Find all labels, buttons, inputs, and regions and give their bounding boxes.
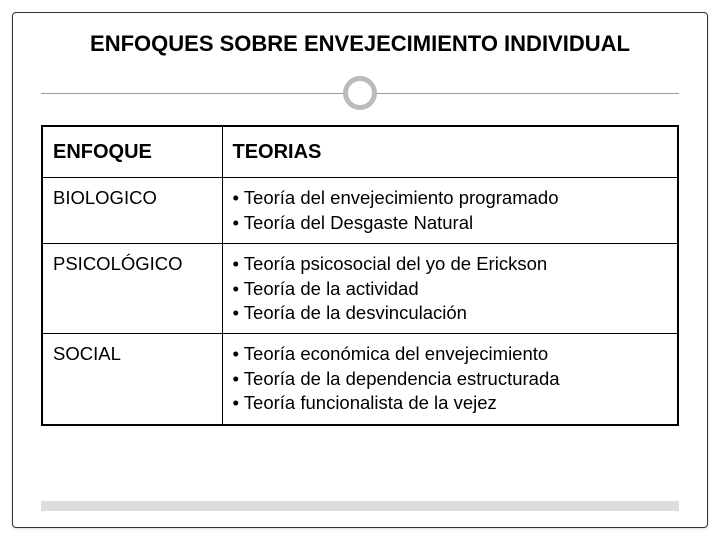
column-header-enfoque: ENFOQUE <box>42 126 222 178</box>
cell-enfoque: PSICOLÓGICO <box>42 244 222 334</box>
table-row: SOCIAL Teoría económica del envejecimien… <box>42 334 678 425</box>
list-item: Teoría del Desgaste Natural <box>233 211 668 235</box>
cell-enfoque: BIOLOGICO <box>42 178 222 244</box>
slide-frame: ENFOQUES SOBRE ENVEJECIMIENTO INDIVIDUAL… <box>12 12 708 528</box>
list-item: Teoría de la desvinculación <box>233 301 668 325</box>
bullet-list: Teoría psicosocial del yo de Erickson Te… <box>233 252 668 325</box>
divider-circle-icon <box>343 76 377 110</box>
bullet-list: Teoría económica del envejecimiento Teor… <box>233 342 668 415</box>
cell-teorias: Teoría del envejecimiento programado Teo… <box>222 178 678 244</box>
cell-enfoque: SOCIAL <box>42 334 222 425</box>
list-item: Teoría de la actividad <box>233 277 668 301</box>
list-item: Teoría del envejecimiento programado <box>233 186 668 210</box>
table-header-row: ENFOQUE TEORIAS <box>42 126 678 178</box>
list-item: Teoría de la dependencia estructurada <box>233 367 668 391</box>
cell-teorias: Teoría psicosocial del yo de Erickson Te… <box>222 244 678 334</box>
table-row: PSICOLÓGICO Teoría psicosocial del yo de… <box>42 244 678 334</box>
slide-title: ENFOQUES SOBRE ENVEJECIMIENTO INDIVIDUAL <box>41 31 679 57</box>
cell-teorias: Teoría económica del envejecimiento Teor… <box>222 334 678 425</box>
title-divider <box>41 75 679 111</box>
list-item: Teoría económica del envejecimiento <box>233 342 668 366</box>
footer-band <box>41 501 679 511</box>
list-item: Teoría funcionalista de la vejez <box>233 391 668 415</box>
bullet-list: Teoría del envejecimiento programado Teo… <box>233 186 668 235</box>
enfoques-table: ENFOQUE TEORIAS BIOLOGICO Teoría del env… <box>41 125 679 426</box>
list-item: Teoría psicosocial del yo de Erickson <box>233 252 668 276</box>
column-header-teorias: TEORIAS <box>222 126 678 178</box>
table-row: BIOLOGICO Teoría del envejecimiento prog… <box>42 178 678 244</box>
